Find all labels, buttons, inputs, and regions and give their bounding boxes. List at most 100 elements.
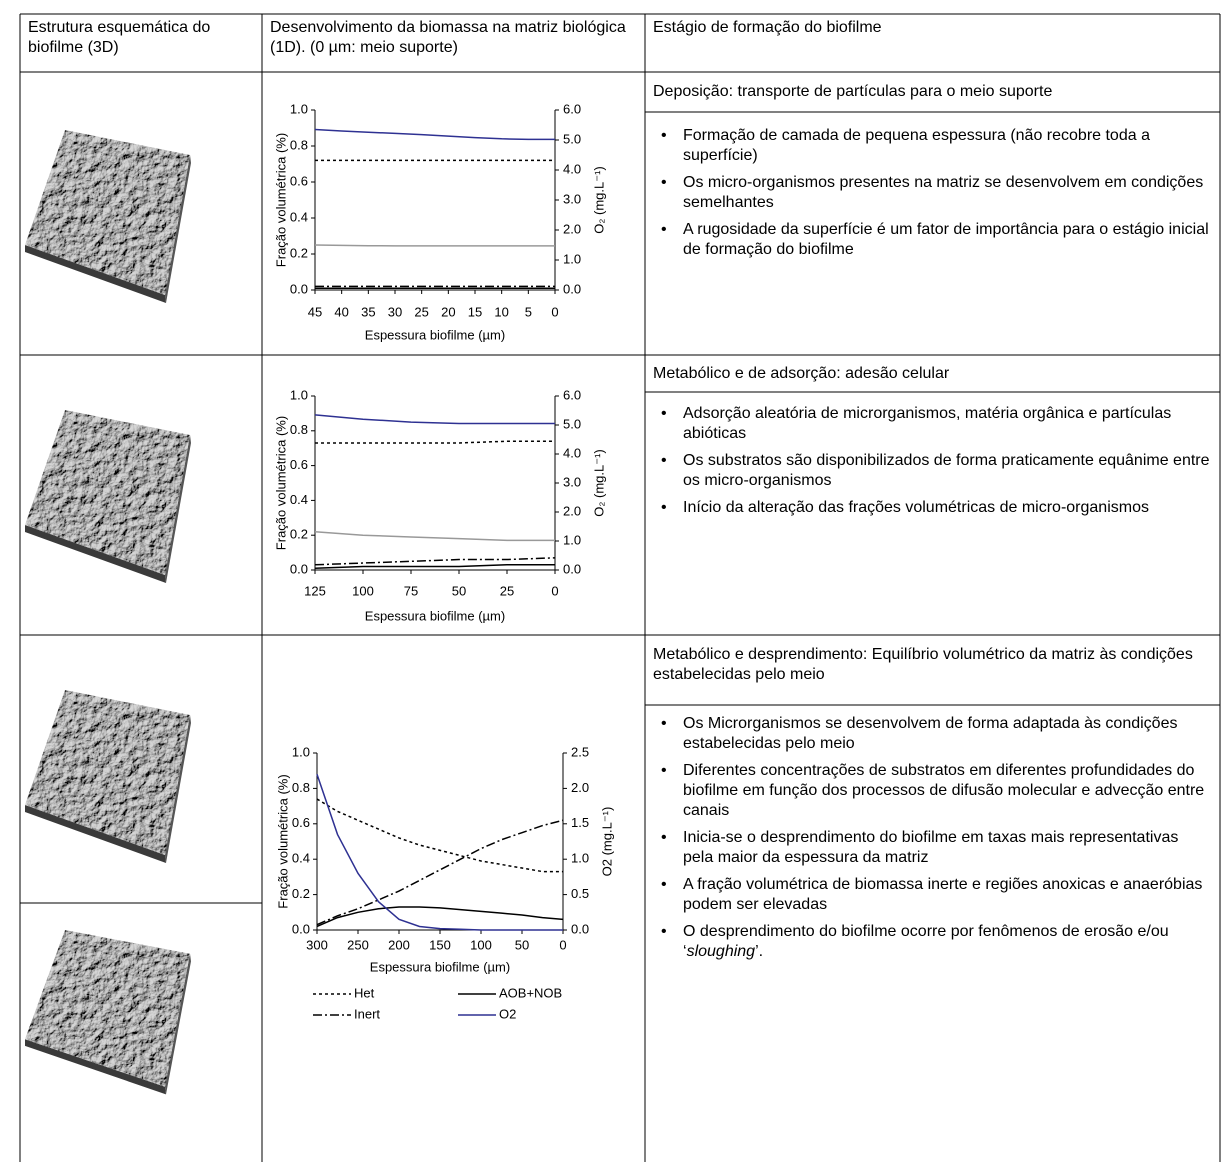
x-tick-label: 35 bbox=[361, 304, 375, 319]
x-tick-label: 25 bbox=[414, 304, 428, 319]
legend-label: Het bbox=[354, 985, 375, 1000]
biofilm-image bbox=[25, 930, 191, 1094]
series-line bbox=[315, 245, 555, 246]
legend-label: AOB+NOB bbox=[499, 985, 562, 1000]
y2-tick-label: 2.5 bbox=[571, 744, 589, 759]
stage-title: Metabólico e desprendimento: Equilíbrio … bbox=[653, 645, 1213, 685]
bullet-item: Inicia-se o desprendimento do biofilme e… bbox=[653, 828, 1213, 868]
y-tick-label: 0.4 bbox=[290, 492, 308, 507]
y-tick-label: 0.2 bbox=[290, 245, 308, 260]
y2-tick-label: 1.0 bbox=[571, 851, 589, 866]
bullet-list: Formação de camada de pequena espessura … bbox=[653, 126, 1213, 267]
y-tick-label: 0.6 bbox=[292, 815, 310, 830]
y-tick-label: 0.4 bbox=[290, 209, 308, 224]
bullet-item: Os Microrganismos se desenvolvem de form… bbox=[653, 714, 1213, 754]
y2-tick-label: 6.0 bbox=[563, 387, 581, 402]
x-axis-title: Espessura biofilme (µm) bbox=[365, 608, 505, 623]
y2-tick-label: 5.0 bbox=[563, 416, 581, 431]
x-tick-label: 100 bbox=[352, 583, 374, 598]
x-tick-label: 125 bbox=[304, 583, 326, 598]
y-axis-title: Fração volumétrica (%) bbox=[275, 774, 290, 908]
bullet-item: A rugosidade da superfície é um fator de… bbox=[653, 220, 1213, 260]
x-axis-title: Espessura biofilme (µm) bbox=[365, 327, 505, 342]
bullet-item: Diferentes concentrações de substratos e… bbox=[653, 761, 1213, 821]
series-line bbox=[317, 820, 563, 924]
x-tick-label: 50 bbox=[452, 583, 466, 598]
series-line bbox=[315, 415, 555, 424]
bullet-text: sloughing bbox=[687, 943, 756, 960]
y-tick-label: 0.0 bbox=[290, 281, 308, 296]
stage-title: Deposição: transporte de partículas para… bbox=[653, 82, 1213, 102]
stage-title: Metabólico e de adsorção: adesão celular bbox=[653, 364, 1213, 384]
biofilm-image bbox=[25, 690, 191, 863]
y-tick-label: 0.8 bbox=[290, 137, 308, 152]
x-tick-label: 300 bbox=[306, 937, 328, 952]
bullet-list: Adsorção aleatória de microrganismos, ma… bbox=[653, 404, 1213, 525]
y2-tick-label: 1.5 bbox=[571, 815, 589, 830]
y2-tick-label: 3.0 bbox=[563, 474, 581, 489]
series-line bbox=[317, 774, 563, 930]
y2-tick-label: 3.0 bbox=[563, 191, 581, 206]
bullet-item: Início da alteração das frações volumétr… bbox=[653, 498, 1213, 518]
y-tick-label: 1.0 bbox=[290, 387, 308, 402]
y2-tick-label: 2.0 bbox=[571, 780, 589, 795]
y-tick-label: 0.0 bbox=[290, 561, 308, 576]
x-tick-label: 10 bbox=[494, 304, 508, 319]
x-tick-label: 50 bbox=[515, 937, 529, 952]
x-tick-label: 0 bbox=[551, 304, 558, 319]
x-tick-label: 250 bbox=[347, 937, 369, 952]
y2-tick-label: 1.0 bbox=[563, 251, 581, 266]
y-tick-label: 0.2 bbox=[290, 527, 308, 542]
y-tick-label: 1.0 bbox=[292, 744, 310, 759]
y2-tick-label: 6.0 bbox=[563, 101, 581, 116]
biofilm-image bbox=[25, 130, 191, 303]
bullet-item: Os substratos são disponibilizados de fo… bbox=[653, 451, 1213, 491]
x-tick-label: 40 bbox=[334, 304, 348, 319]
series-line bbox=[315, 565, 555, 568]
x-tick-label: 200 bbox=[388, 937, 410, 952]
y2-axis-title: O₂ (mg.L⁻¹) bbox=[591, 449, 606, 517]
biofilm-image bbox=[25, 410, 191, 583]
y-axis-title: Fração volumétrica (%) bbox=[273, 416, 288, 550]
x-tick-label: 150 bbox=[429, 937, 451, 952]
y2-tick-label: 5.0 bbox=[563, 131, 581, 146]
y-tick-label: 0.0 bbox=[292, 921, 310, 936]
bullet-item: Formação de camada de pequena espessura … bbox=[653, 126, 1213, 166]
bullet-item: O desprendimento do biofilme ocorre por … bbox=[653, 922, 1213, 962]
x-tick-label: 100 bbox=[470, 937, 492, 952]
page: 0.0 0.2 0.4 0.6 0.8 1.0 0.0 1.0 2.0 3.0 4.0 5.0 6.0 4… bbox=[0, 0, 1224, 1162]
bullet-item: A fração volumétrica de biomassa inerte … bbox=[653, 875, 1213, 915]
header-cell: Estágio de formação do biofilme bbox=[653, 18, 1213, 38]
y2-tick-label: 0.0 bbox=[563, 561, 581, 576]
y2-tick-label: 4.0 bbox=[563, 445, 581, 460]
x-tick-label: 30 bbox=[388, 304, 402, 319]
y2-tick-label: 0.0 bbox=[571, 921, 589, 936]
x-tick-label: 15 bbox=[468, 304, 482, 319]
y-tick-label: 0.8 bbox=[290, 422, 308, 437]
y-tick-label: 0.4 bbox=[292, 851, 310, 866]
x-tick-label: 75 bbox=[404, 583, 418, 598]
y2-tick-label: 2.0 bbox=[563, 221, 581, 236]
y-axis-title: Fração volumétrica (%) bbox=[273, 133, 288, 267]
header-cell: Desenvolvimento da biomassa na matriz bi… bbox=[270, 18, 642, 58]
bullet-list: Os Microrganismos se desenvolvem de form… bbox=[653, 714, 1213, 969]
y-tick-label: 0.2 bbox=[292, 886, 310, 901]
x-tick-label: 45 bbox=[308, 304, 322, 319]
legend-label: Inert bbox=[354, 1006, 380, 1021]
y-tick-label: 1.0 bbox=[290, 101, 308, 116]
y2-tick-label: 4.0 bbox=[563, 161, 581, 176]
x-tick-label: 20 bbox=[441, 304, 455, 319]
y2-tick-label: 1.0 bbox=[563, 532, 581, 547]
series-line bbox=[315, 130, 555, 140]
x-axis-title: Espessura biofilme (µm) bbox=[370, 959, 510, 974]
y2-tick-label: 2.0 bbox=[563, 503, 581, 518]
y2-axis-title: O2 (mg.L⁻¹) bbox=[599, 807, 614, 877]
y-tick-label: 0.6 bbox=[290, 173, 308, 188]
y-tick-label: 0.8 bbox=[292, 780, 310, 795]
y-tick-label: 0.6 bbox=[290, 457, 308, 472]
x-tick-label: 0 bbox=[551, 583, 558, 598]
x-tick-label: 0 bbox=[559, 937, 566, 952]
y2-tick-label: 0.0 bbox=[563, 281, 581, 296]
x-tick-label: 25 bbox=[500, 583, 514, 598]
series-line bbox=[315, 558, 555, 565]
